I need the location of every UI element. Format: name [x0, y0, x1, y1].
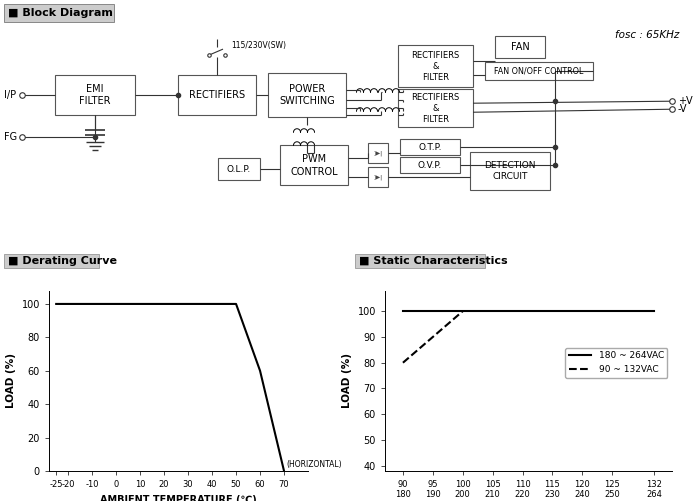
- Text: PWM
CONTROL: PWM CONTROL: [290, 154, 338, 176]
- Text: (HORIZONTAL): (HORIZONTAL): [286, 460, 342, 469]
- Text: ■ Static Characteristics: ■ Static Characteristics: [359, 256, 508, 266]
- Text: RECTIFIERS
&
FILTER: RECTIFIERS & FILTER: [412, 51, 460, 82]
- FancyBboxPatch shape: [4, 4, 114, 22]
- Text: )▶|: )▶|: [373, 175, 383, 180]
- FancyBboxPatch shape: [355, 254, 485, 268]
- FancyBboxPatch shape: [400, 139, 460, 155]
- Text: O.L.P.: O.L.P.: [227, 165, 251, 174]
- FancyBboxPatch shape: [218, 158, 260, 180]
- FancyBboxPatch shape: [368, 167, 388, 187]
- FancyBboxPatch shape: [495, 36, 545, 58]
- Text: )▶|: )▶|: [373, 151, 383, 156]
- FancyBboxPatch shape: [470, 152, 550, 190]
- X-axis label: AMBIENT TEMPERATURE (℃): AMBIENT TEMPERATURE (℃): [100, 494, 257, 501]
- Text: I/P: I/P: [4, 90, 16, 100]
- Text: DETECTION
CIRCUIT: DETECTION CIRCUIT: [484, 161, 536, 181]
- FancyBboxPatch shape: [280, 145, 348, 185]
- Text: FAN: FAN: [510, 42, 529, 52]
- Text: RECTIFIERS
&
FILTER: RECTIFIERS & FILTER: [412, 93, 460, 124]
- Text: O.T.P.: O.T.P.: [419, 143, 442, 152]
- Text: RECTIFIERS: RECTIFIERS: [189, 90, 245, 100]
- FancyBboxPatch shape: [368, 143, 388, 163]
- Text: FAN ON/OFF CONTROL: FAN ON/OFF CONTROL: [494, 67, 584, 76]
- Text: ■ Block Diagram: ■ Block Diagram: [8, 8, 113, 18]
- FancyBboxPatch shape: [55, 75, 135, 115]
- Text: EMI
FILTER: EMI FILTER: [79, 84, 111, 106]
- Y-axis label: LOAD (%): LOAD (%): [342, 353, 352, 408]
- Text: 115/230V(SW): 115/230V(SW): [231, 41, 286, 50]
- Text: O.V.P.: O.V.P.: [418, 161, 442, 170]
- FancyBboxPatch shape: [178, 75, 256, 115]
- FancyBboxPatch shape: [398, 45, 473, 87]
- Text: +V: +V: [678, 96, 692, 106]
- FancyBboxPatch shape: [400, 157, 460, 173]
- Text: fosc : 65KHz: fosc : 65KHz: [615, 30, 680, 40]
- Legend: 180 ~ 264VAC, 90 ~ 132VAC: 180 ~ 264VAC, 90 ~ 132VAC: [565, 348, 668, 378]
- Text: -V: -V: [678, 104, 687, 114]
- Text: POWER
SWITCHING: POWER SWITCHING: [279, 84, 335, 106]
- Text: FG: FG: [4, 132, 17, 142]
- FancyBboxPatch shape: [398, 89, 473, 127]
- Text: ■ Derating Curve: ■ Derating Curve: [8, 256, 117, 266]
- FancyBboxPatch shape: [485, 62, 593, 80]
- FancyBboxPatch shape: [268, 73, 346, 117]
- Y-axis label: LOAD (%): LOAD (%): [6, 353, 16, 408]
- FancyBboxPatch shape: [4, 254, 99, 268]
